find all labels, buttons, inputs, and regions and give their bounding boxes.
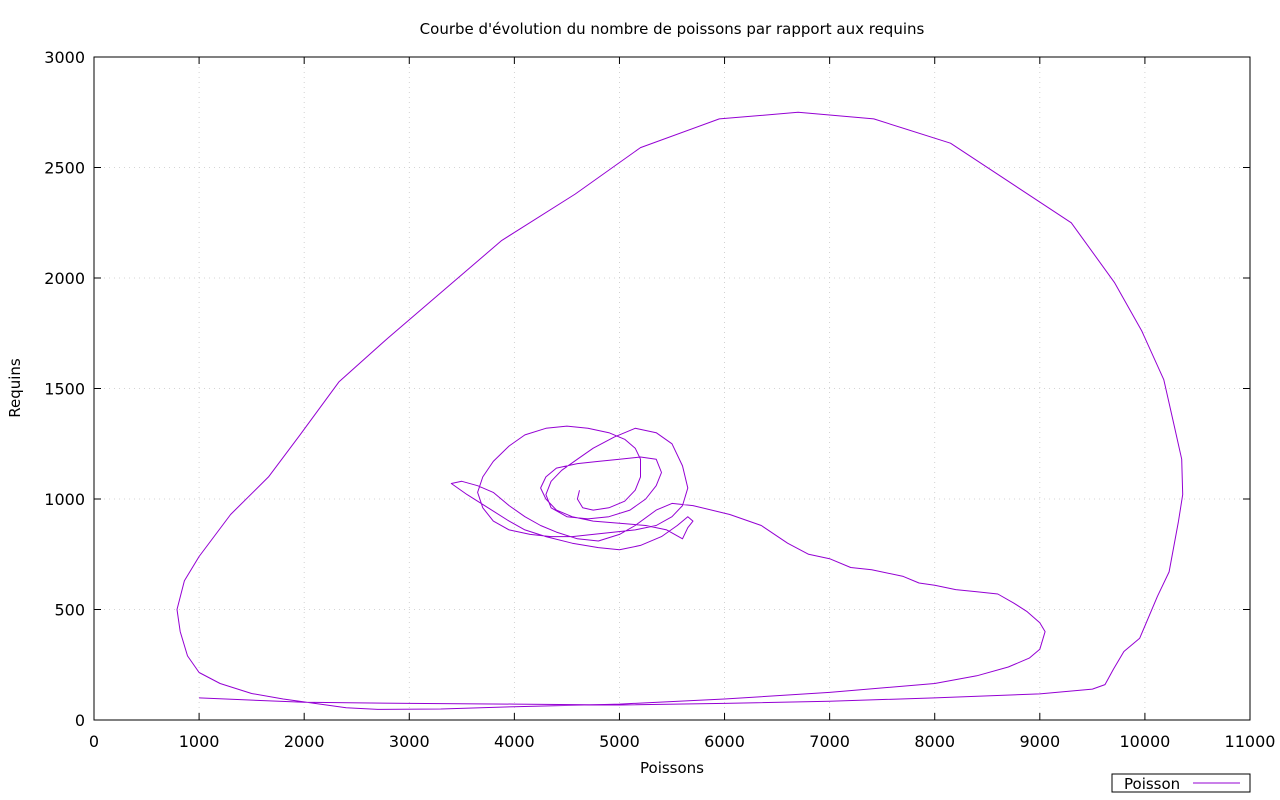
x-tick-label: 10000 (1119, 732, 1170, 751)
y-axis-label: Requins (6, 358, 24, 418)
x-tick-label: 3000 (389, 732, 430, 751)
legend: Poisson (1111, 773, 1251, 793)
x-tick-label: 8000 (914, 732, 955, 751)
x-tick-label: 4000 (494, 732, 535, 751)
legend-box (1111, 773, 1251, 793)
y-tick-label: 2000 (44, 269, 85, 288)
x-axis-label: Poissons (640, 759, 704, 777)
x-tick-label: 0 (89, 732, 99, 751)
x-tick-label: 9000 (1019, 732, 1060, 751)
y-tick-label: 1500 (44, 380, 85, 399)
series-line (176, 111, 1184, 710)
chart-title: Courbe d'évolution du nombre de poissons… (420, 20, 925, 38)
axis-ticks: 0 1000 2000 3000 4000 5000 6000 7000 8000 9000 100… (44, 48, 1275, 751)
y-tick-label: 3000 (44, 48, 85, 67)
y-tick-label: 0 (75, 711, 85, 730)
x-tick-label: 6000 (704, 732, 745, 751)
legend-label: Poisson (1124, 775, 1180, 793)
x-tick-label: 1000 (179, 732, 220, 751)
y-tick-label: 2500 (44, 159, 85, 178)
y-tick-label: 500 (54, 601, 85, 620)
y-tick-label: 1000 (44, 490, 85, 509)
x-tick-label: 2000 (284, 732, 325, 751)
x-tick-label: 7000 (809, 732, 850, 751)
x-tick-label: 11000 (1225, 732, 1276, 751)
grid (94, 57, 1250, 720)
series-layer (176, 111, 1184, 710)
x-tick-label: 5000 (599, 732, 640, 751)
